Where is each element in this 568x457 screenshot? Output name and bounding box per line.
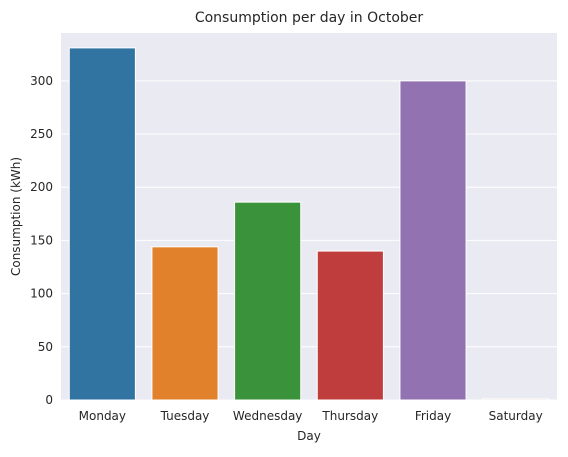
bar-wednesday [234,201,302,401]
bar-tuesday [151,246,219,401]
x-tick-label: Thursday [321,409,378,423]
bar-saturday [482,398,550,401]
chart-title: Consumption per day in October [195,10,424,26]
bars [68,47,550,401]
bar-monday [68,47,136,401]
y-tick-label: 200 [30,180,53,194]
plot-area-background [61,33,557,400]
y-tick-label: 100 [30,287,53,301]
y-tick-label: 50 [38,340,53,354]
y-axis-label: Consumption (kWh) [9,157,23,276]
x-tick-label: Monday [79,409,126,423]
y-tick-label: 0 [45,393,53,407]
x-tick-label: Friday [415,409,451,423]
x-tick-labels: Monday Tuesday Wednesday Thursday Friday Satu… [79,409,543,423]
x-axis-label: Day [297,429,321,443]
x-tick-label: Wednesday [233,409,302,423]
y-tick-labels: 0 50 100 150 200 250 300 [30,74,53,407]
x-tick-label: Tuesday [160,409,210,423]
y-tick-label: 300 [30,74,53,88]
y-tick-label: 150 [30,233,53,247]
bar-friday [399,80,467,401]
y-tick-label: 250 [30,127,53,141]
bar-thursday [316,250,384,401]
gridlines [61,80,557,401]
x-tick-label: Saturday [489,409,543,423]
